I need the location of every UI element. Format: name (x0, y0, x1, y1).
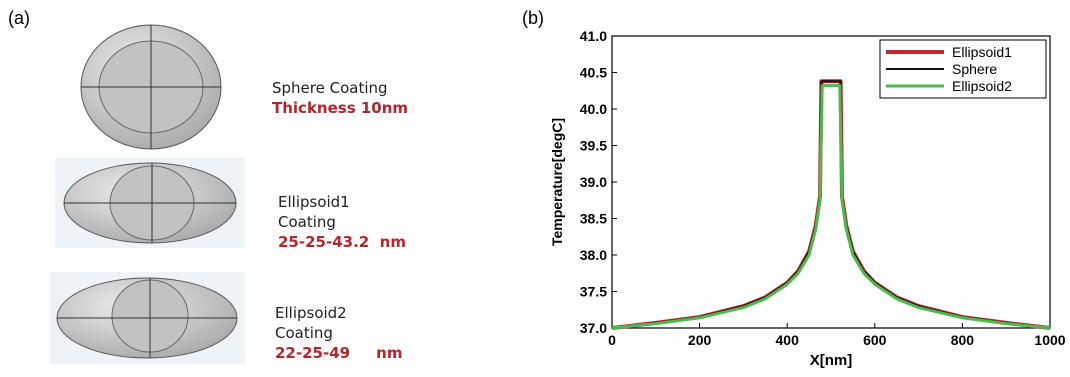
ellipsoid2-caption-name: Ellipsoid2 (275, 304, 347, 322)
ellipsoid2-coating-diagram (50, 272, 245, 364)
sphere-caption: Sphere Coating Thickness 10nm (272, 78, 408, 118)
legend-label-ellipsoid1: Ellipsoid1 (952, 44, 1012, 60)
series-line-ellipsoid1 (611, 79, 1051, 330)
panel-b-label: (b) (522, 8, 544, 28)
series-line-sphere (611, 80, 1051, 329)
sphere-coating-diagram (80, 24, 222, 150)
sphere-caption-spec: Thickness 10nm (272, 99, 409, 117)
x-tick-label: 0 (608, 332, 616, 348)
ellipsoid1-caption: Ellipsoid1 Coating 25-25-43.2 nm (278, 192, 406, 252)
y-tick-label: 37.0 (580, 320, 607, 336)
x-axis-label: X[nm] (810, 352, 853, 369)
y-tick-label: 40.5 (580, 65, 607, 81)
y-tick-label: 39.0 (580, 174, 607, 190)
y-tick-label: 38.5 (580, 211, 607, 227)
y-tick-label: 40.0 (580, 101, 607, 117)
ellipsoid2-caption: Ellipsoid2 Coating 22-25-49 nm (275, 303, 403, 363)
panel-a-label: (a) (8, 8, 30, 28)
y-tick-label: 39.5 (580, 138, 607, 154)
ellipsoid1-caption-name2: Coating (278, 213, 336, 231)
ellipsoid1-caption-name: Ellipsoid1 (278, 193, 350, 211)
x-tick-label: 800 (951, 332, 975, 348)
ellipsoid1-coating-diagram (55, 158, 245, 248)
temperature-chart: 0 200 400 600 800 1000 37.0 37.5 38.0 38.5 39.0 39.… (549, 28, 1065, 369)
y-tick-label: 38.0 (580, 247, 607, 263)
ellipsoid2-caption-name2: Coating (275, 324, 333, 342)
legend-label-ellipsoid2: Ellipsoid2 (952, 78, 1012, 94)
y-tick-label: 37.5 (580, 284, 607, 300)
sphere-caption-name: Sphere Coating (272, 79, 388, 97)
ellipsoid2-caption-spec: 22-25-49 nm (275, 344, 403, 362)
y-axis-label: Temperature[degC] (549, 118, 565, 246)
x-tick-label: 1000 (1034, 332, 1065, 348)
ellipsoid1-caption-spec: 25-25-43.2 nm (278, 233, 406, 251)
x-tick-label: 600 (863, 332, 887, 348)
y-tick-label: 41.0 (580, 28, 607, 44)
legend-label-sphere: Sphere (952, 61, 997, 77)
series-line-ellipsoid2 (611, 84, 1051, 330)
x-tick-label: 200 (688, 332, 712, 348)
x-tick-label: 400 (776, 332, 800, 348)
